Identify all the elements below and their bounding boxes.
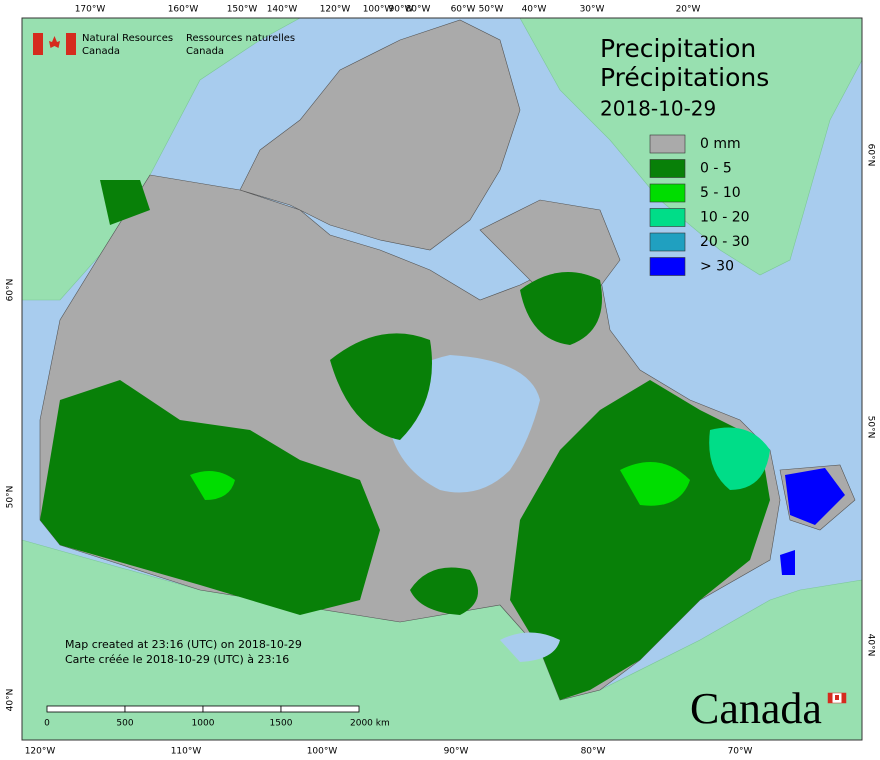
legend: 0 mm 0 - 5 5 - 10 10 - 20 20 - 30 > 30 [649,134,750,276]
precip-ontario [410,567,478,615]
header-fr: Canada [186,46,224,57]
legend-label: 5 - 10 [700,185,741,201]
header-en: Natural Resources [82,33,173,44]
scale-seg [280,705,360,713]
maple-leaf [49,36,60,48]
legend-swatch [649,159,686,178]
precip-mint [709,427,770,490]
precip-east [510,380,770,700]
legend-swatch [649,232,686,252]
title-fr: Précipitations [600,63,769,92]
scale-seg [46,705,126,713]
arctic-islands [239,19,521,251]
scale-label: 0 [44,719,50,729]
precip-light-2 [190,471,235,500]
graticule-labels: 170°W 160°W 150°W 140°W 120°W 100°W90°W80°W 60… [6,5,876,757]
legend-swatch [649,183,686,203]
legend-label: 10 - 20 [700,210,750,226]
latitude-label: 50°N [6,486,16,509]
flag-bar [66,33,76,55]
flag-bar [828,693,833,703]
legend-swatch [649,208,686,227]
longitude-label: 150°W [227,5,258,15]
precip-light-1 [620,462,690,506]
longitude-label: 50°W [479,5,504,15]
precip-blue-2 [780,550,795,575]
latitude-label: 60°N [6,279,16,302]
legend-swatch [649,134,686,154]
longitude-label: 100°W [307,747,338,757]
scale-bar: 0 500 1000 1500 2000 km [44,705,390,729]
flag-bar [33,33,43,55]
longitude-label: 120°W [320,5,351,15]
scale-label: 2000 km [350,719,390,729]
longitude-label: 110°W [171,747,202,757]
precip-blue [785,468,845,525]
date: 2018-10-29 [600,97,716,121]
scale-seg [202,705,282,713]
longitude-label: 60°W [451,5,476,15]
scale-seg [124,705,204,713]
longitude-label: 170°W [75,5,106,15]
great-lakes [500,632,560,662]
longitude-label: 90°W [389,5,414,15]
note: Carte créée le 2018-10-29 (UTC) à 23:16 [65,653,289,666]
longitude-label: 160°W [168,5,199,15]
longitude-label: 20°W [676,5,701,15]
legend-label: 0 mm [700,136,741,152]
latitude-label: 60°N [866,144,876,167]
legend-label: > 30 [700,259,734,275]
longitude-label: 120°W [25,747,56,757]
scale-label: 1500 [270,719,293,729]
precip-kivalliq [330,333,432,440]
wordmark: Canada [690,684,822,733]
note: Map created at 23:16 (UTC) on 2018-10-29 [65,638,302,651]
longitude-label: 100°W [363,5,394,15]
latitude-label: 40°N [6,689,16,712]
wordmark-flag [827,692,847,704]
latitude-label: 40°N [866,634,876,657]
scale-label: 500 [116,719,133,729]
flag-bar [841,693,846,703]
longitude-label: 90°W [444,747,469,757]
legend-label: 0 - 5 [700,161,732,177]
legend-swatch [649,257,686,276]
legend-label: 20 - 30 [700,234,750,250]
header-fr: Ressources naturelles [186,33,295,44]
longitude-label: 80°W [406,5,431,15]
maple-leaf [835,695,839,700]
scale-label: 1000 [192,719,215,729]
title-en: Precipitation [600,34,756,63]
map-area [21,17,863,741]
precip-baffin [520,272,602,345]
longitude-label: 30°W [580,5,605,15]
longitude-label: 40°W [522,5,547,15]
latitude-label: 50°N [866,416,876,439]
longitude-label: 80°W [581,747,606,757]
longitude-label: 70°W [728,747,753,757]
header-en: Canada [82,46,120,57]
nrcan-signature: Natural Resources Canada Ressources natu… [33,33,295,57]
precip-north [100,180,150,225]
map-frame [21,17,863,741]
longitude-label: 140°W [267,5,298,15]
